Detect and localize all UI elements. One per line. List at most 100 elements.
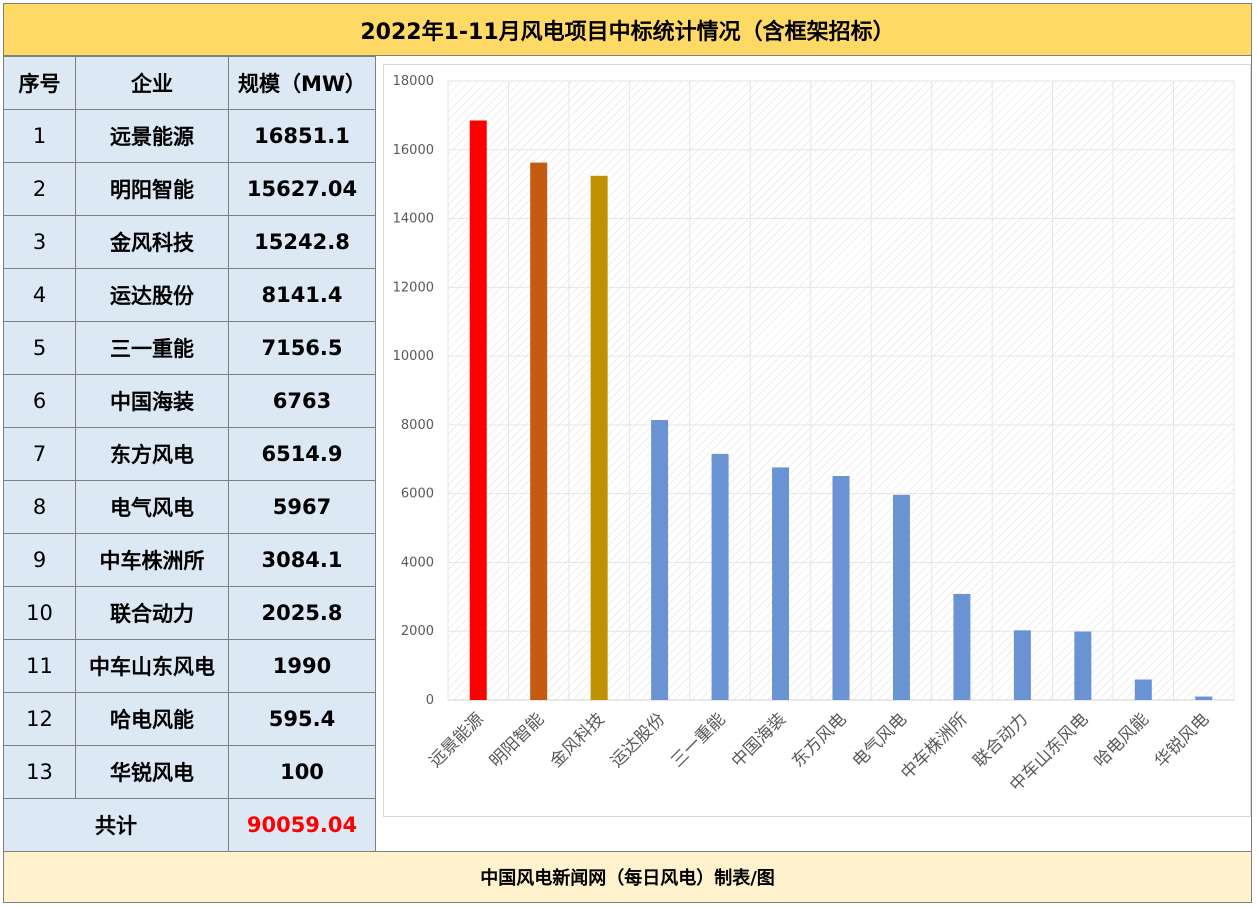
- x-tick-label: 联合动力: [970, 709, 1032, 771]
- table-row: 2 明阳智能 15627.04: [3, 162, 376, 216]
- y-tick-label: 14000: [393, 212, 434, 227]
- y-tick-label: 12000: [393, 280, 434, 295]
- bar: [892, 494, 910, 700]
- table-row: 5 三一重能 7156.5: [3, 321, 376, 375]
- bar: [530, 162, 548, 700]
- y-tick-label: 0: [426, 693, 434, 708]
- row-company: 电气风电: [75, 480, 229, 534]
- bar: [1134, 679, 1152, 700]
- x-tick-label: 东方风电: [788, 709, 850, 771]
- row-company: 中车株洲所: [75, 533, 229, 587]
- row-index: 2: [3, 162, 76, 216]
- row-company: 联合动力: [75, 586, 229, 640]
- bar: [651, 420, 669, 700]
- row-company: 运达股份: [75, 268, 229, 322]
- table-row: 6 中国海装 6763: [3, 374, 376, 428]
- row-company: 中车山东风电: [75, 639, 229, 693]
- row-index: 6: [3, 374, 76, 428]
- y-tick-label: 10000: [393, 349, 434, 364]
- row-index: 1: [3, 109, 76, 163]
- table-row: 9 中车株洲所 3084.1: [3, 533, 376, 587]
- row-scale: 595.4: [228, 692, 376, 746]
- bar: [711, 453, 729, 700]
- table-row: 8 电气风电 5967: [3, 480, 376, 534]
- row-company: 中国海装: [75, 374, 229, 428]
- table-row: 12 哈电风能 595.4: [3, 692, 376, 746]
- row-scale: 6763: [228, 374, 376, 428]
- x-tick-label: 华锐风电: [1151, 709, 1213, 771]
- x-tick-label: 明阳智能: [486, 709, 548, 771]
- table-row: 10 联合动力 2025.8: [3, 586, 376, 640]
- row-index: 8: [3, 480, 76, 534]
- row-scale: 7156.5: [228, 321, 376, 375]
- row-company: 明阳智能: [75, 162, 229, 216]
- table-row: 7 东方风电 6514.9: [3, 427, 376, 481]
- row-scale: 15242.8: [228, 215, 376, 269]
- x-tick-label: 哈电风能: [1091, 709, 1153, 771]
- total-label: 共计: [3, 798, 229, 852]
- row-scale: 6514.9: [228, 427, 376, 481]
- x-tick-label: 远景能源: [426, 709, 488, 771]
- header-company: 企业: [75, 56, 229, 110]
- bar-chart-panel: 0 2000 4000 6000 8000 10000 12000 14000 16000 180…: [383, 64, 1251, 817]
- row-scale: 3084.1: [228, 533, 376, 587]
- row-scale: 5967: [228, 480, 376, 534]
- bar: [1013, 630, 1031, 700]
- row-company: 东方风电: [75, 427, 229, 481]
- table-total-row: 共计 90059.04: [3, 798, 376, 852]
- row-scale: 15627.04: [228, 162, 376, 216]
- table-header-row: 序号 企业 规模（MW）: [3, 56, 376, 110]
- row-index: 5: [3, 321, 76, 375]
- row-company: 华锐风电: [75, 745, 229, 799]
- bar: [953, 593, 971, 700]
- row-index: 11: [3, 639, 76, 693]
- table-row: 1 远景能源 16851.1: [3, 109, 376, 163]
- row-index: 7: [3, 427, 76, 481]
- y-tick-label: 6000: [401, 487, 434, 502]
- footer-credit: 中国风电新闻网（每日风电）制表/图: [480, 868, 775, 889]
- ranking-table: 序号 企业 规模（MW） 1 远景能源 16851.1 2 明阳智能 15627.04 3 金…: [3, 56, 376, 852]
- row-company: 远景能源: [75, 109, 229, 163]
- row-index: 13: [3, 745, 76, 799]
- row-company: 金风科技: [75, 215, 229, 269]
- bar: [1195, 696, 1213, 700]
- bar: [832, 475, 850, 700]
- row-index: 10: [3, 586, 76, 640]
- row-index: 9: [3, 533, 76, 587]
- table-row: 4 运达股份 8141.4: [3, 268, 376, 322]
- row-scale: 16851.1: [228, 109, 376, 163]
- y-tick-label: 8000: [401, 418, 434, 433]
- bar: [590, 175, 608, 701]
- y-tick-label: 18000: [393, 74, 434, 89]
- header-scale: 规模（MW）: [228, 56, 376, 110]
- bar: [469, 120, 487, 700]
- row-scale: 1990: [228, 639, 376, 693]
- x-tick-label: 三一重能: [667, 709, 729, 771]
- total-value: 90059.04: [228, 798, 376, 852]
- y-tick-label: 16000: [393, 143, 434, 158]
- x-tick-label: 运达股份: [607, 709, 669, 771]
- table-row: 13 华锐风电 100: [3, 745, 376, 799]
- x-tick-label: 金风科技: [546, 709, 608, 771]
- row-company: 哈电风能: [75, 692, 229, 746]
- row-index: 4: [3, 268, 76, 322]
- table-row: 3 金风科技 15242.8: [3, 215, 376, 269]
- page-title-text: 2022年1-11月风电项目中标统计情况（含框架招标）: [360, 19, 895, 45]
- row-scale: 100: [228, 745, 376, 799]
- row-company: 三一重能: [75, 321, 229, 375]
- bar: [1074, 631, 1092, 700]
- row-scale: 2025.8: [228, 586, 376, 640]
- row-index: 12: [3, 692, 76, 746]
- bar-chart: 0 2000 4000 6000 8000 10000 12000 14000 16000 180…: [393, 74, 1235, 796]
- bar: [772, 467, 790, 700]
- table-row: 11 中车山东风电 1990: [3, 639, 376, 693]
- x-tick-label: 中车株洲所: [897, 709, 971, 783]
- y-tick-label: 2000: [401, 624, 434, 639]
- page-title: 2022年1-11月风电项目中标统计情况（含框架招标）: [3, 3, 1252, 56]
- x-tick-label: 电气风电: [849, 709, 911, 771]
- row-index: 3: [3, 215, 76, 269]
- header-index: 序号: [3, 56, 76, 110]
- page-footer: 中国风电新闻网（每日风电）制表/图: [3, 851, 1252, 903]
- y-tick-label: 4000: [401, 555, 434, 570]
- row-scale: 8141.4: [228, 268, 376, 322]
